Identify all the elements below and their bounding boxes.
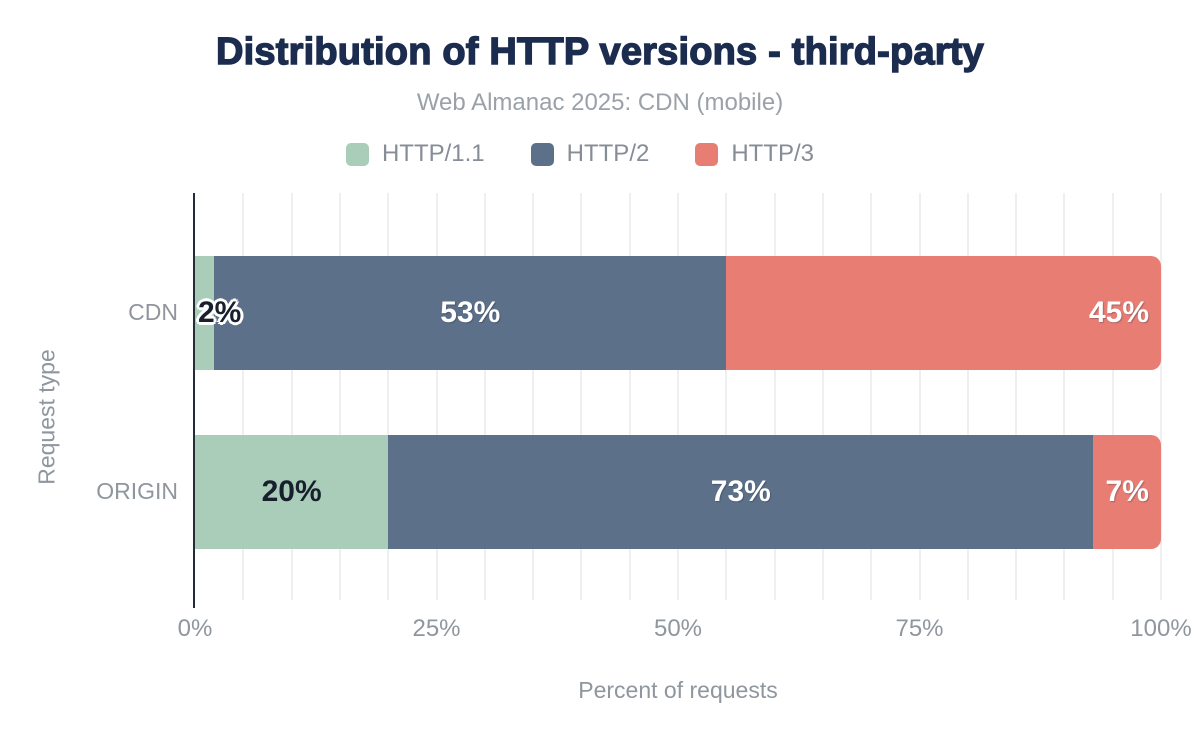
segment-origin-http-2[interactable]	[388, 435, 1094, 549]
legend-label: HTTP/2	[566, 140, 650, 167]
data-label-origin-http-3: 7%	[1105, 475, 1149, 508]
data-label-origin-http-1-1: 20%	[261, 475, 322, 508]
bar-cdn: 2% 53% 45%	[195, 256, 1161, 370]
data-label-cdn-http-2: 53%	[440, 296, 501, 329]
legend-item-http-3[interactable]: HTTP/3	[695, 140, 814, 168]
gridline	[870, 193, 873, 600]
bar-origin: 20% 73% 7%	[195, 435, 1161, 549]
gridline	[483, 193, 486, 600]
x-axis-title: Percent of requests	[578, 677, 778, 703]
category-label-cdn: CDN	[128, 299, 178, 325]
gridline	[387, 193, 390, 600]
gridline	[1015, 193, 1018, 600]
gridline	[677, 193, 679, 600]
chart-title: Distribution of HTTP versions - third-pa…	[215, 30, 984, 73]
gridline	[918, 193, 921, 600]
segment-cdn-http-2[interactable]	[214, 256, 727, 370]
x-tick-50: 50%	[653, 615, 703, 642]
segment-origin-http-3[interactable]	[1093, 435, 1161, 549]
gridline	[338, 193, 341, 600]
gridline	[580, 193, 583, 600]
gridline	[628, 193, 631, 600]
legend-label: HTTP/3	[731, 140, 815, 167]
legend-swatch-http-1-1	[345, 142, 369, 166]
data-label-origin-http-2: 73%	[710, 475, 771, 508]
gridline	[1063, 193, 1066, 600]
legend: HTTP/1.1 HTTP/2 HTTP/3	[0, 140, 1160, 168]
legend-item-http-2[interactable]: HTTP/2	[530, 140, 650, 168]
y-axis-line	[193, 193, 195, 608]
gridline	[532, 193, 535, 600]
gridline	[435, 193, 438, 600]
segment-cdn-http-1-1[interactable]	[195, 256, 215, 370]
gridline	[773, 193, 776, 600]
segment-origin-http-1-1[interactable]	[195, 435, 389, 549]
chart-subtitle: Web Almanac 2025: CDN (mobile)	[416, 89, 784, 116]
gridline	[290, 193, 293, 600]
legend-label: HTTP/1.1	[381, 140, 485, 167]
gridline	[966, 193, 969, 600]
gridline	[1160, 193, 1162, 600]
plot-area: 2% 53% 45% 20% 73% 7%	[195, 193, 1162, 600]
gridline	[1111, 193, 1114, 600]
segment-cdn-http-3[interactable]	[726, 256, 1161, 370]
data-label-cdn-http-1-1: 2%	[198, 296, 242, 329]
x-tick-100: 100%	[1130, 615, 1192, 642]
category-label-origin: ORIGIN	[96, 478, 178, 504]
y-axis-title: Request type	[33, 349, 60, 485]
data-label-cdn-http-3: 45%	[1088, 296, 1149, 329]
legend-item-http-1-1[interactable]: HTTP/1.1	[345, 140, 485, 168]
legend-swatch-http-2	[530, 142, 554, 166]
legend-swatch-http-3	[695, 142, 719, 166]
gridline	[725, 193, 728, 600]
x-tick-75: 75%	[895, 615, 944, 642]
x-tick-25: 25%	[412, 615, 461, 642]
gridline	[242, 193, 245, 600]
gridline	[821, 193, 824, 600]
x-tick-0: 0%	[177, 615, 213, 642]
